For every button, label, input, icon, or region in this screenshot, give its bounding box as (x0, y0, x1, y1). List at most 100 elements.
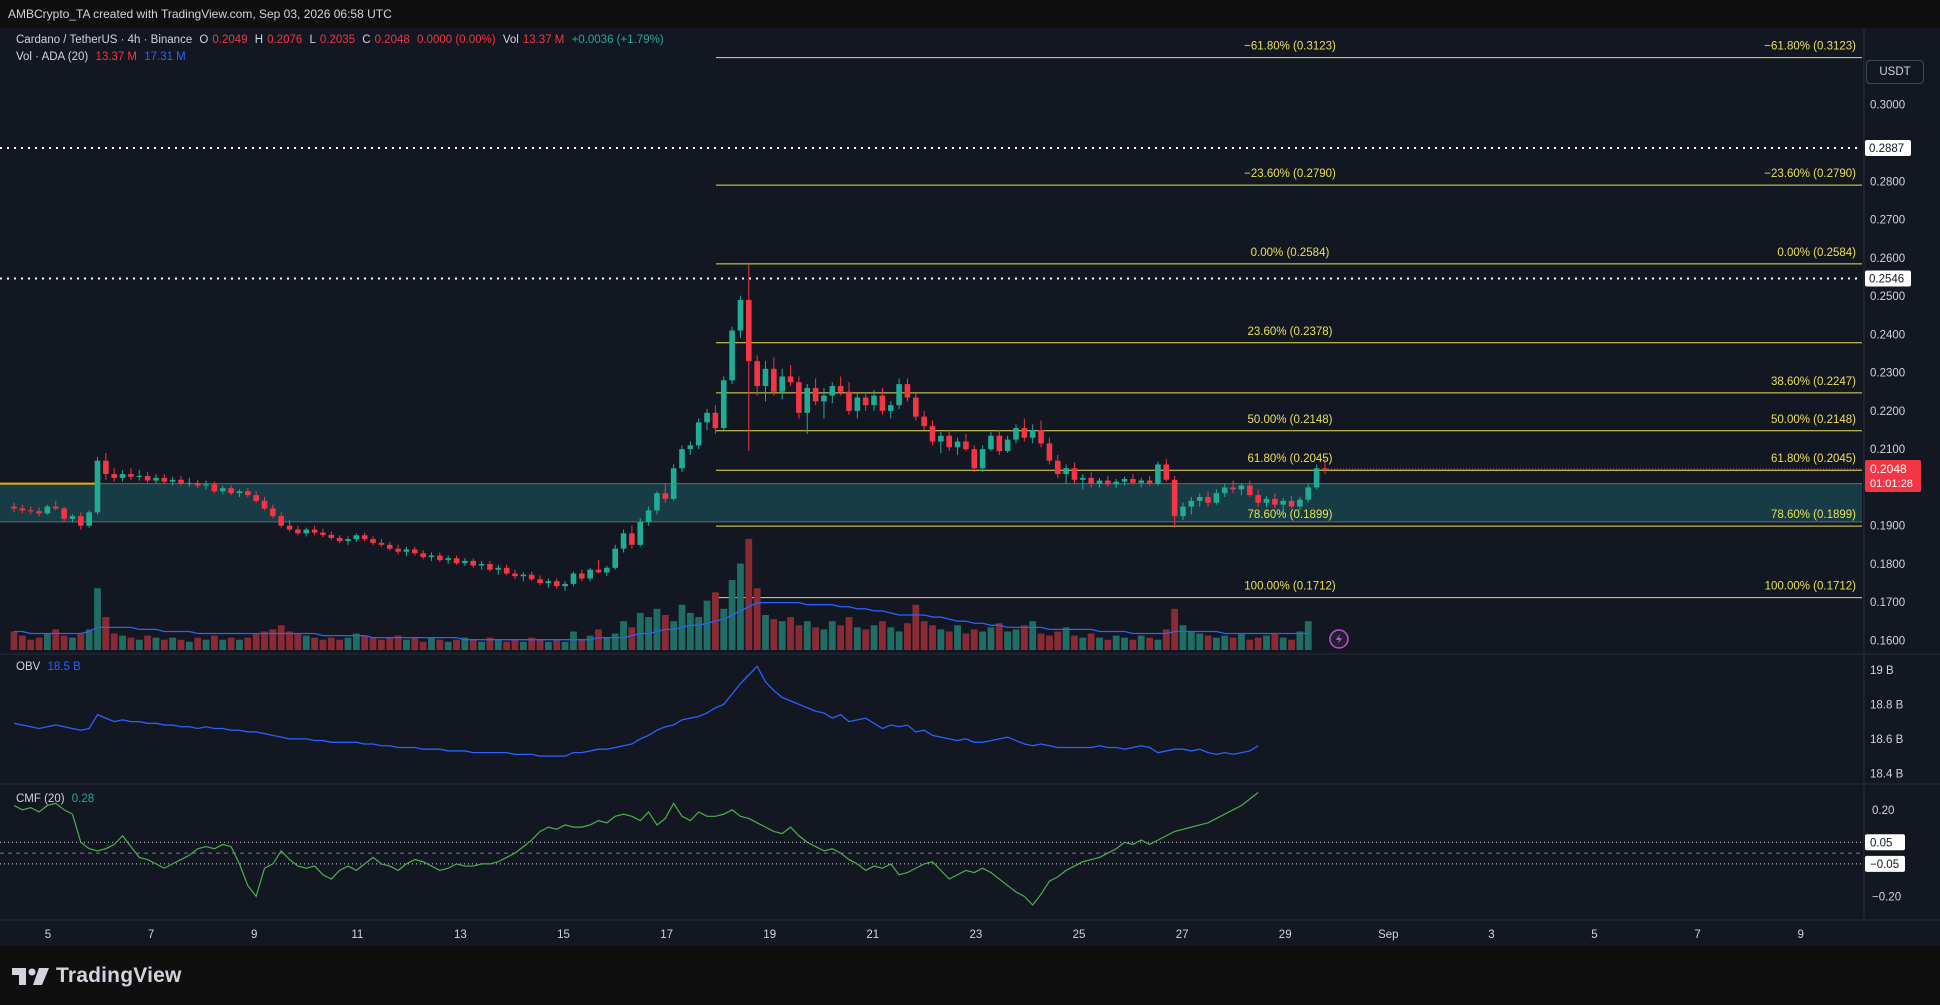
candle-body (1280, 500, 1286, 505)
chart-area[interactable]: 0.2887 0.2546 −61.80% (0.3123) −61.80% (0.3… (0, 28, 1940, 946)
volume-bar (528, 637, 536, 650)
candle-body (979, 449, 986, 469)
candle-body (796, 382, 802, 413)
candle-body (495, 567, 502, 570)
candle-body (437, 555, 443, 561)
candle-body (762, 368, 769, 387)
volume-bar (653, 608, 661, 650)
candle-body (361, 535, 368, 540)
candle-body (729, 330, 735, 381)
price-tick-label: 0.2300 (1870, 368, 1905, 380)
price-tick-label: 0.2800 (1870, 176, 1905, 188)
candle-body (487, 563, 493, 570)
fib-level-label: 78.60% (0.1899) (1247, 509, 1332, 521)
volume-bar (1279, 637, 1287, 650)
volume-bar (211, 635, 218, 650)
candle-body (720, 380, 727, 429)
volume-bar (194, 637, 202, 650)
volume-bar (94, 588, 101, 650)
x-tick-label: 21 (866, 929, 879, 941)
candle-body (1263, 498, 1270, 503)
candle-body (228, 488, 234, 494)
candle-body (737, 299, 744, 331)
obv-tick-label: 18.8 B (1870, 699, 1904, 711)
currency-button[interactable]: USDT (1866, 60, 1924, 84)
volume-bar (1254, 637, 1262, 650)
fib-level-label: 78.60% (0.1899) (1771, 509, 1856, 521)
volume-bar (1213, 637, 1220, 650)
volume-bar (294, 633, 302, 650)
volume-bar (1162, 629, 1170, 650)
candle-body (887, 405, 894, 411)
volume-bar (160, 639, 168, 650)
volume-bar (929, 625, 936, 650)
volume-bar (954, 625, 961, 650)
symbol-label: Cardano / TetherUS · 4h · Binance (16, 34, 193, 46)
volume-bar (1229, 637, 1237, 650)
price-tick-label: 0.1900 (1870, 521, 1905, 533)
candle-body (303, 529, 310, 534)
vol-change: +0.0036 (+1.79%) (571, 34, 664, 46)
volume-bar (862, 629, 870, 650)
volume-bar (828, 621, 836, 650)
volume-bar (620, 621, 627, 650)
candle-body (1046, 443, 1053, 461)
volume-bar (1187, 631, 1195, 650)
candle-body (1205, 497, 1211, 503)
volume-bar (979, 631, 986, 650)
volume-bar (503, 641, 511, 650)
candle-body (503, 567, 510, 574)
chart-canvas[interactable]: 0.2887 0.2546 −61.80% (0.3123) −61.80% (0.3… (0, 28, 1940, 946)
volume-bar (110, 633, 118, 650)
cmf-level-label: 0.05 (1870, 837, 1892, 849)
candle-body (846, 391, 852, 411)
attribution-text: AMBCrypto_TA created with TradingView.co… (8, 7, 392, 21)
candle-body (1038, 430, 1044, 444)
candle-body (420, 553, 426, 558)
candle-body (512, 573, 518, 577)
volume-bar (1079, 637, 1087, 650)
candle-body (771, 368, 777, 392)
volume-bar (1004, 631, 1012, 650)
candle-body (604, 567, 610, 573)
candle-body (1063, 468, 1069, 475)
cmf-legend: CMF (20) 0.28 (16, 793, 98, 805)
candle-body (245, 491, 251, 496)
price-marker-label: 0.2546 (1869, 273, 1904, 285)
brand-bar: TradingView (0, 946, 1940, 1005)
volume-bar (661, 615, 669, 650)
candle-body (1196, 497, 1203, 501)
obv-label: OBV (16, 661, 41, 673)
volume-bar (1129, 639, 1137, 650)
candle-body (587, 569, 593, 579)
candle-body (470, 560, 477, 566)
volume-bar (586, 635, 594, 650)
candle-body (378, 542, 385, 545)
candle-body (1238, 485, 1245, 490)
candle-body (453, 558, 460, 564)
volume-bar (887, 627, 895, 650)
volume-bar (1071, 635, 1078, 650)
volume-bar (737, 563, 744, 650)
candle-body (478, 563, 485, 566)
volume-bar (419, 641, 427, 650)
candle-body (86, 512, 92, 526)
tradingview-logo[interactable]: TradingView (12, 964, 182, 988)
volume-bar (1146, 637, 1153, 650)
volume-bar (277, 625, 285, 650)
volume-bar (695, 617, 703, 650)
candle-body (144, 475, 151, 481)
x-tick-label: 7 (148, 929, 154, 941)
volume-bar (1246, 639, 1254, 650)
volume-bar (795, 625, 803, 650)
price-tick-label: 0.1700 (1870, 597, 1905, 609)
volume-bar (1112, 635, 1120, 650)
fib-level-label: 0.00% (0.2584) (1777, 247, 1856, 259)
volume-bar (261, 631, 268, 650)
candle-body (386, 544, 393, 549)
volume-bar (636, 612, 644, 650)
candle-body (270, 508, 276, 517)
candle-body (1088, 477, 1094, 484)
fib-level-label: −23.60% (0.2790) (1244, 168, 1336, 180)
candle-body (428, 555, 435, 558)
